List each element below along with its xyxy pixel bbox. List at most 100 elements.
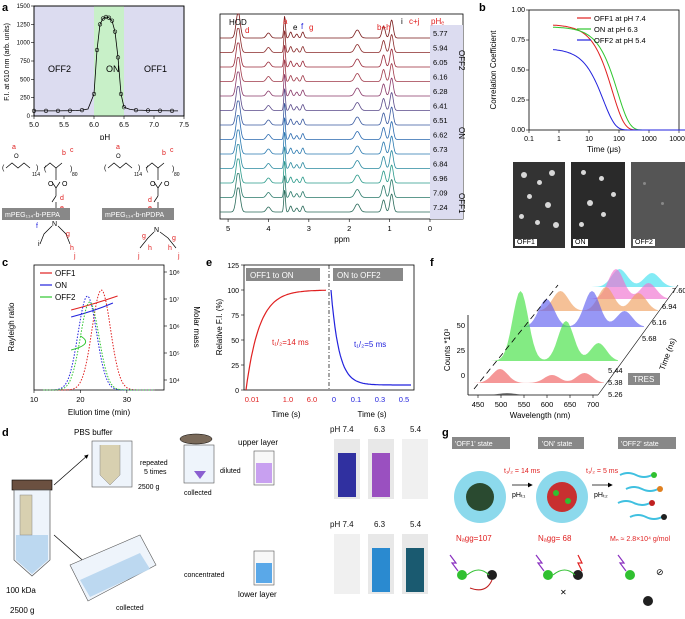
data-point bbox=[106, 15, 112, 20]
f-xlabel: Wavelength (nm) bbox=[510, 411, 571, 420]
tres-layer bbox=[514, 291, 644, 327]
g-t2: t₁/₂ = 5 ms bbox=[586, 468, 619, 475]
d-repeated-1: repeated bbox=[140, 460, 168, 467]
y-tick-label: 0 bbox=[235, 388, 239, 395]
x-tick-label: 2 bbox=[347, 224, 351, 233]
data-point bbox=[169, 108, 175, 113]
data-point bbox=[112, 29, 118, 34]
svg-text:114: 114 bbox=[32, 172, 40, 178]
g-ph2: pHₜ₂ bbox=[594, 492, 608, 499]
nmr-trace bbox=[220, 173, 430, 198]
tres-layer bbox=[468, 393, 598, 395]
d-collected-2: collected bbox=[116, 605, 144, 612]
d-lower: lower layer bbox=[238, 590, 277, 599]
x-tick-label: 5 bbox=[226, 224, 230, 233]
ph-value: 6.05 bbox=[433, 58, 448, 67]
x-tick-label: 1000 bbox=[641, 136, 657, 143]
f-tag: TRES bbox=[633, 375, 654, 384]
rayleigh-line bbox=[43, 301, 155, 391]
y-tick-label: 0 bbox=[27, 114, 31, 120]
f-zlabel: Time (ns) bbox=[658, 337, 678, 372]
y-tick-label: 1250 bbox=[17, 22, 31, 28]
g-mn: Mₙ ≈ 2.8×10⁴ g/mol bbox=[610, 536, 670, 543]
x-tick-label: 0.5 bbox=[399, 395, 409, 404]
y-tick-label: 750 bbox=[20, 59, 31, 65]
data-point bbox=[109, 18, 115, 23]
svg-text:80: 80 bbox=[174, 172, 180, 178]
peak-e: e bbox=[293, 23, 298, 32]
legend-label: ON at pH 6.3 bbox=[594, 25, 638, 34]
d-collected-1: collected bbox=[184, 490, 212, 497]
x-tick-label: 0.01 bbox=[245, 395, 260, 404]
ph-value: 5.77 bbox=[433, 29, 448, 38]
svg-text:i: i bbox=[38, 241, 40, 248]
b-ylabel: Correlation Coefficient bbox=[489, 30, 498, 110]
x-tick-label: 6.0 bbox=[307, 395, 317, 404]
ph-value: 6.96 bbox=[433, 174, 448, 183]
legend-label: ON bbox=[55, 281, 67, 290]
y2-tick-label: 10⁸ bbox=[169, 270, 180, 277]
svg-text:j: j bbox=[137, 253, 140, 260]
svg-text:): ) bbox=[70, 166, 72, 173]
d-kda: 100 kDa bbox=[6, 586, 36, 595]
cuvettes-upper: pH 7.4 6.3 5.4 bbox=[330, 425, 430, 505]
nmr-trace bbox=[220, 129, 430, 155]
x-tick-label: 0 bbox=[332, 395, 336, 404]
x-tick-label: 3 bbox=[307, 224, 311, 233]
svg-text:c: c bbox=[2, 257, 8, 269]
d-g1: 2500 g bbox=[138, 484, 160, 491]
e-left-t12: t₁/₂=14 ms bbox=[272, 338, 309, 347]
y-tick-label: 1000 bbox=[17, 41, 31, 47]
a-ylabel: F.I. at 610 nm (arb. units) bbox=[4, 23, 11, 101]
svg-text:): ) bbox=[172, 166, 174, 173]
y-tick-label: 0.00 bbox=[511, 127, 525, 134]
ph-value: 6.84 bbox=[433, 160, 448, 169]
svg-text:O: O bbox=[62, 181, 68, 188]
panel-e-chart: e 0 25 50 75 100 125 0.01 1.0 6.0 0 0.1 0.3 0.5 OFF1… bbox=[206, 257, 415, 419]
svg-text:(: ( bbox=[146, 166, 149, 173]
x-tick-label: 0.1 bbox=[524, 136, 534, 143]
c-ylabel: Rayleigh ratio bbox=[7, 302, 16, 351]
svg-text:OFF1: OFF1 bbox=[457, 193, 466, 214]
svg-text:(: ( bbox=[44, 166, 47, 173]
x-tick-label: 20 bbox=[76, 395, 84, 404]
svg-text:ON: ON bbox=[457, 127, 466, 139]
nmr-trace bbox=[220, 100, 430, 126]
y2-tick-label: 10⁵ bbox=[169, 351, 180, 358]
data-point bbox=[31, 108, 37, 113]
y-tick-label: 100 bbox=[227, 288, 239, 295]
rayleigh-line bbox=[43, 289, 155, 391]
molar-mass-line bbox=[71, 335, 87, 351]
svg-text:O: O bbox=[116, 154, 121, 160]
d-buffer: PBS buffer bbox=[74, 428, 113, 437]
z-tick-label: 5.26 bbox=[608, 390, 623, 399]
x-tick-label: 7.5 bbox=[179, 122, 189, 129]
b-xlabel: Time (μs) bbox=[587, 145, 621, 154]
x-tick-label: 7.0 bbox=[149, 122, 159, 129]
svg-text:j: j bbox=[177, 253, 180, 260]
svg-text:h: h bbox=[70, 245, 74, 252]
polymer1-label: mPEG₁₁₄-b-PEPA bbox=[5, 212, 60, 219]
x-tick-label: 650 bbox=[564, 400, 577, 409]
data-point bbox=[115, 55, 121, 60]
nmr-trace bbox=[220, 115, 430, 140]
data-point bbox=[103, 14, 109, 20]
y-tick-label: 75 bbox=[231, 313, 239, 320]
svg-text:(: ( bbox=[2, 165, 5, 172]
data-point bbox=[67, 108, 73, 113]
y-tick-label: 50 bbox=[231, 338, 239, 345]
svg-text:a: a bbox=[12, 144, 16, 151]
panel-d-diagram: d 100 kDa 2500 g PBS buffer repeated 5 t… bbox=[2, 427, 278, 615]
svg-text:O: O bbox=[14, 154, 19, 160]
nmr-trace bbox=[220, 42, 430, 68]
peak-d: d bbox=[245, 26, 249, 35]
c-y2label: Molar mass bbox=[192, 306, 200, 347]
a-xlabel: pH bbox=[100, 133, 110, 140]
svg-text:⊘: ⊘ bbox=[656, 567, 664, 577]
fret-off1 bbox=[449, 554, 497, 591]
region-off1: OFF1 bbox=[144, 64, 167, 74]
fret-on: ✕ bbox=[535, 554, 583, 597]
data-point bbox=[118, 91, 124, 97]
ph-value: 7.24 bbox=[433, 203, 448, 212]
g-state-off1: 'OFF1' state bbox=[455, 441, 493, 448]
